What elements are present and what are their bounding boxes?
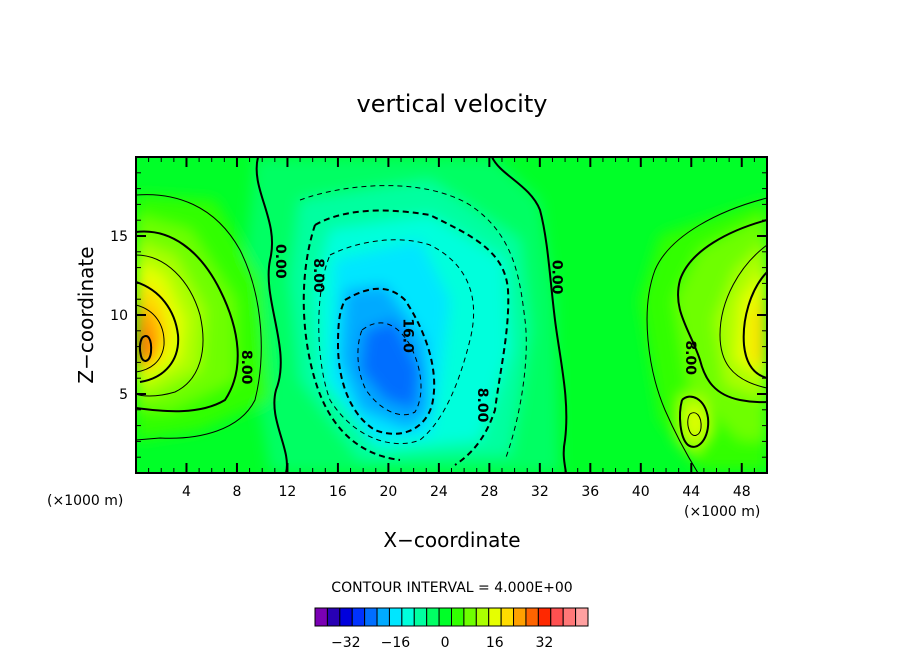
contour-neg-12 bbox=[318, 239, 475, 445]
colorbar: −32 −16 0 16 32 bbox=[314, 607, 589, 651]
x-tick-label: 48 bbox=[733, 484, 751, 500]
x-tick-label: 8 bbox=[232, 484, 241, 500]
contour-pos-right-4 bbox=[646, 197, 767, 473]
x-unit-right: (×1000 m) bbox=[684, 504, 760, 520]
region-neg-24 bbox=[360, 320, 420, 410]
contour-fill-regions bbox=[136, 157, 767, 473]
colorbar-swatch bbox=[326, 607, 341, 627]
x-unit-left: (×1000 m) bbox=[47, 493, 123, 509]
colorbar-swatch bbox=[388, 607, 403, 627]
colorbar-swatch bbox=[351, 607, 366, 627]
colorbar-swatch bbox=[463, 607, 477, 627]
x-axis-title: X−coordinate bbox=[383, 528, 520, 552]
contour-neg-8b bbox=[302, 224, 401, 461]
x-tick-label: 12 bbox=[279, 484, 297, 500]
contour-pos-right-12b bbox=[687, 412, 702, 436]
contour-zero-right bbox=[491, 157, 568, 473]
colorbar-swatch bbox=[550, 607, 564, 627]
contour-label: 8.00 bbox=[310, 258, 326, 293]
y-tick-label: 10 bbox=[110, 308, 128, 324]
contour-pos-right-12 bbox=[719, 244, 767, 389]
x-tick-label: 28 bbox=[480, 484, 498, 500]
y-axis-title: Z−coordinate bbox=[74, 246, 98, 383]
contour-pos-right-8b bbox=[679, 395, 710, 448]
colorbar-tick-label: −16 bbox=[381, 635, 411, 651]
colorbar-swatch bbox=[575, 607, 589, 627]
colorbar-swatch bbox=[562, 607, 577, 627]
colorbar-tick-label: 0 bbox=[441, 635, 450, 651]
contour-neg-8 bbox=[314, 209, 510, 466]
colorbar-swatch bbox=[475, 607, 490, 627]
colorbar-swatch bbox=[525, 607, 539, 627]
y-tick-label: 5 bbox=[119, 387, 128, 403]
contour-pos-left-4 bbox=[136, 194, 262, 441]
colorbar-swatch bbox=[451, 607, 465, 627]
contour-interval-label: CONTOUR INTERVAL = 4.000E+00 bbox=[331, 580, 572, 596]
contour-label: 0.00 bbox=[548, 260, 564, 295]
plot-area bbox=[136, 157, 767, 473]
contour-neg-16 bbox=[336, 287, 436, 435]
x-tick-label: 16 bbox=[329, 484, 347, 500]
colorbar-swatch bbox=[314, 607, 328, 627]
x-tick-label: 44 bbox=[682, 484, 700, 500]
contour-label: 8.00 bbox=[682, 340, 698, 375]
contour-labels: 0.00 8.00 16.0 8.00 0.00 8.00 8.00 bbox=[238, 244, 698, 423]
colorbar-tick-label: 16 bbox=[486, 635, 504, 651]
contour-zero-left bbox=[255, 157, 288, 473]
colorbar-swatch bbox=[413, 607, 428, 627]
y-tick-label: 15 bbox=[110, 229, 128, 245]
x-tick-label: 4 bbox=[182, 484, 191, 500]
colorbar-swatch bbox=[513, 607, 527, 627]
region-pos-right-20 bbox=[752, 290, 767, 368]
colorbar-swatch bbox=[426, 607, 440, 627]
chart-title: vertical velocity bbox=[357, 90, 548, 118]
contour-neg-4 bbox=[299, 185, 527, 461]
x-tick-label: 24 bbox=[430, 484, 448, 500]
contour-pos-left-12 bbox=[136, 254, 204, 397]
colorbar-swatch bbox=[364, 607, 378, 627]
x-tick-label: 40 bbox=[632, 484, 650, 500]
contour-label: 16.0 bbox=[400, 318, 416, 353]
contour-pos-right-16 bbox=[742, 271, 767, 379]
x-tick-label: 36 bbox=[581, 484, 599, 500]
contour-label: 8.00 bbox=[238, 350, 254, 385]
colorbar-swatch bbox=[500, 607, 515, 627]
x-tick-label: 32 bbox=[531, 484, 549, 500]
colorbar-swatch bbox=[488, 607, 502, 627]
x-tick-label: 20 bbox=[379, 484, 397, 500]
colorbar-swatch bbox=[401, 607, 415, 627]
colorbar-swatch bbox=[537, 607, 552, 627]
contour-label: 8.00 bbox=[474, 388, 490, 423]
y-axis: 5 10 15 bbox=[110, 172, 767, 458]
colorbar-swatch bbox=[339, 607, 353, 627]
contour-lines bbox=[136, 157, 767, 473]
contour-neg-20 bbox=[357, 322, 422, 416]
colorbar-swatch bbox=[438, 607, 453, 627]
colorbar-tick-label: 32 bbox=[535, 635, 553, 651]
colorbar-tick-label: −32 bbox=[331, 635, 361, 651]
contour-pos-left-8 bbox=[136, 230, 239, 413]
contour-pos-left-20 bbox=[136, 304, 165, 373]
contour-pos-left-16 bbox=[136, 281, 180, 383]
colorbar-swatch bbox=[376, 607, 390, 627]
contour-pos-right-8 bbox=[677, 219, 767, 404]
contour-pos-left-28 bbox=[138, 334, 153, 362]
x-axis: 4 8 12 16 20 24 28 32 36 40 44 48 bbox=[148, 157, 755, 500]
contour-label: 0.00 bbox=[272, 244, 288, 279]
